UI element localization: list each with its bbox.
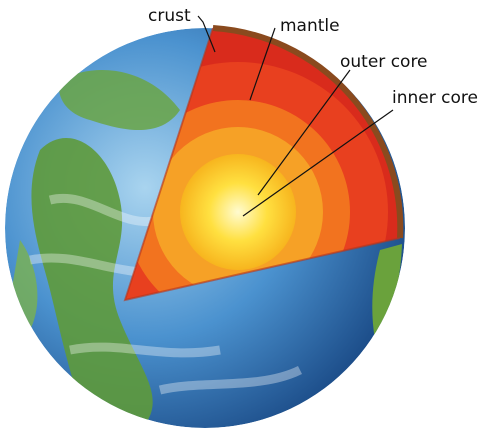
label: inner core: [392, 88, 478, 108]
label: crust: [148, 6, 191, 26]
earth-diagram: crust mantle outer core inner core: [0, 0, 499, 432]
label: mantle: [280, 16, 340, 36]
label: outer core: [340, 52, 428, 72]
page: crust mantle outer core inner core (() =…: [0, 0, 499, 432]
